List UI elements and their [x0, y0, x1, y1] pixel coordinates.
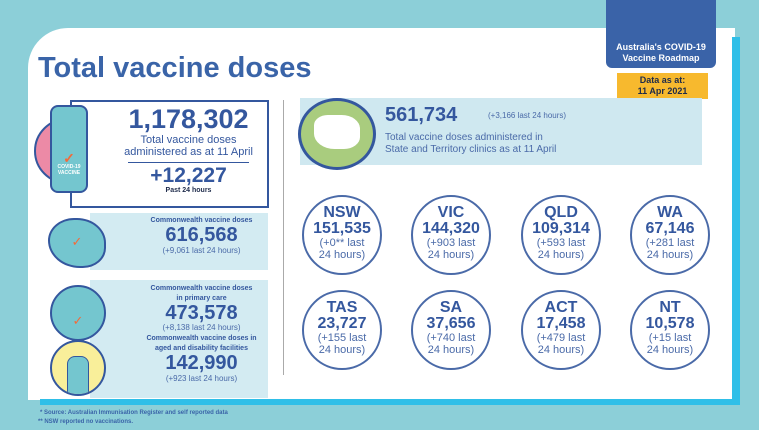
- state-change: (+740 last: [426, 332, 476, 344]
- state-name: ACT: [544, 299, 578, 316]
- decorative-stripe: [732, 37, 740, 405]
- data-as-at-label: Data as at:: [639, 75, 686, 85]
- state-total-value: 561,734: [385, 104, 458, 126]
- state-value: 23,727: [317, 315, 367, 332]
- state-value: 67,146: [645, 220, 695, 237]
- state-circle-vic: VIC 144,320 (+903 last 24 hours): [411, 195, 491, 275]
- state-total-change: (+3,166 last 24 hours): [488, 111, 567, 120]
- primary-care-change: (+8,138 last 24 hours): [162, 323, 241, 332]
- data-as-at-date: 11 Apr 2021: [637, 86, 688, 96]
- primary-aged-care-box: Commonwealth vaccine doses in primary ca…: [90, 280, 268, 398]
- state-circle-qld: QLD 109,314 (+593 last 24 hours): [521, 195, 601, 275]
- state-change: 24 hours): [427, 344, 475, 356]
- roadmap-line2: Vaccine Roadmap: [622, 53, 700, 63]
- aged-care-person-icon: [50, 340, 106, 396]
- past-24-hours-label: Past 24 hours: [165, 187, 212, 194]
- state-value: 109,314: [532, 220, 590, 237]
- state-change: 24 hours): [427, 249, 475, 261]
- decorative-stripe: [40, 399, 740, 405]
- primary-care-people-icon: ✓: [50, 285, 106, 341]
- state-circle-nsw: NSW 151,535 (+0** last 24 hours): [302, 195, 382, 275]
- state-value: 17,458: [536, 315, 586, 332]
- primary-care-label: Commonwealth vaccine doses: [150, 285, 253, 292]
- state-total-label-line: Total vaccine doses administered in: [385, 132, 543, 143]
- state-change: 24 hours): [318, 249, 366, 261]
- state-total-label: Total vaccine doses administered in Stat…: [385, 132, 556, 156]
- state-total-label-line: State and Territory clinics as at 11 Apr…: [385, 144, 557, 155]
- state-value: 144,320: [422, 220, 480, 237]
- state-name: WA: [657, 204, 683, 221]
- state-circle-tas: TAS 23,727 (+155 last 24 hours): [302, 290, 382, 370]
- commonwealth-label: Commonwealth vaccine doses: [150, 217, 253, 224]
- vial-label: COVID-19: [57, 164, 81, 170]
- vial-label: VACCINE: [57, 170, 81, 176]
- total-doses-box: 1,178,302 Total vaccine doses administer…: [70, 100, 269, 208]
- state-change: 24 hours): [537, 249, 585, 261]
- footnote-nsw: ** NSW reported no vaccinations.: [38, 419, 134, 425]
- state-circle-nt: NT 10,578 (+15 last 24 hours): [630, 290, 710, 370]
- footnote-source: * Source: Australian Immunisation Regist…: [40, 410, 228, 416]
- state-name: NSW: [323, 204, 361, 221]
- state-change: (+903 last: [426, 237, 476, 249]
- total-doses-value: 1,178,302: [128, 104, 249, 134]
- primary-care-label: in primary care: [176, 295, 227, 302]
- state-change: 24 hours): [537, 344, 585, 356]
- total-doses-change: +12,227: [150, 164, 227, 187]
- state-change: 24 hours): [646, 344, 694, 356]
- state-value: 151,535: [313, 220, 371, 237]
- aged-care-label: aged and disability facilities: [155, 345, 248, 352]
- state-name: TAS: [326, 299, 358, 316]
- roadmap-badge: Australia's COVID-19 Vaccine Roadmap: [606, 0, 716, 68]
- state-value: 37,656: [426, 315, 476, 332]
- aged-care-label: Commonwealth vaccine doses in: [146, 335, 257, 342]
- commonwealth-doses-box: Commonwealth vaccine doses 616,568 (+9,0…: [90, 213, 268, 270]
- australia-map-icon: ✓: [48, 218, 106, 268]
- state-change: (+281 last: [645, 237, 695, 249]
- total-doses-label: Total vaccine doses: [140, 134, 237, 146]
- state-name: VIC: [437, 204, 465, 221]
- state-circle-act: ACT 17,458 (+479 last 24 hours): [521, 290, 601, 370]
- page-title: Total vaccine doses: [38, 52, 312, 84]
- state-change: (+155 last: [317, 332, 367, 344]
- state-circle-wa: WA 67,146 (+281 last 24 hours): [630, 195, 710, 275]
- state-change: (+479 last: [536, 332, 586, 344]
- aged-care-change: (+923 last 24 hours): [165, 374, 238, 383]
- state-change: 24 hours): [318, 344, 366, 356]
- divider: [283, 100, 284, 375]
- state-change: (+0** last: [319, 237, 365, 249]
- aged-care-value: 142,990: [165, 352, 238, 374]
- state-name: NT: [659, 299, 681, 316]
- state-change: (+593 last: [536, 237, 586, 249]
- state-change: 24 hours): [646, 249, 694, 261]
- roadmap-line1: Australia's COVID-19: [616, 42, 706, 52]
- check-icon: ✓: [63, 150, 75, 166]
- primary-care-value: 473,578: [165, 302, 238, 324]
- data-as-at-badge: Data as at: 11 Apr 2021: [617, 73, 708, 99]
- state-name: SA: [439, 299, 463, 316]
- state-name: QLD: [544, 204, 578, 221]
- vaccine-vial-icon: ✓ COVID-19 VACCINE: [50, 105, 88, 193]
- total-doses-label: administered as at 11 April: [124, 146, 253, 158]
- state-value: 10,578: [645, 315, 695, 332]
- australia-clinics-map-icon: [298, 98, 376, 170]
- commonwealth-change: (+9,061 last 24 hours): [162, 246, 241, 255]
- state-change: (+15 last: [648, 332, 692, 344]
- state-circle-sa: SA 37,656 (+740 last 24 hours): [411, 290, 491, 370]
- commonwealth-value: 616,568: [165, 224, 238, 246]
